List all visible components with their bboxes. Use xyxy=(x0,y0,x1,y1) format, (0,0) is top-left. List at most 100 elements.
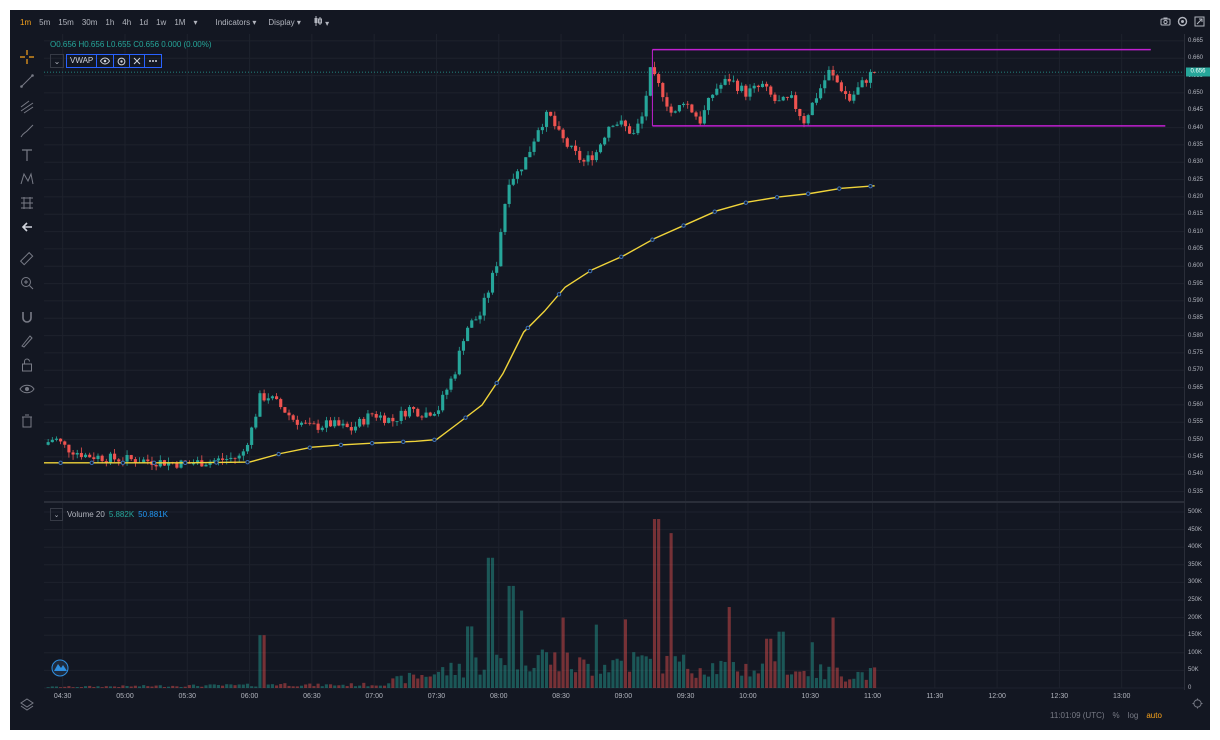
timeframe-1d[interactable]: 1d xyxy=(139,17,149,27)
candle-body xyxy=(358,418,362,427)
trash-icon[interactable] xyxy=(18,412,36,430)
candle-body xyxy=(544,111,549,127)
volume-bar xyxy=(561,617,565,688)
crosshair-icon[interactable] xyxy=(18,48,36,66)
volume-bar xyxy=(129,686,133,688)
volume-bar xyxy=(748,676,752,688)
timeframe-1w[interactable]: 1w xyxy=(156,17,167,27)
candle-body xyxy=(594,152,598,161)
candle-body xyxy=(59,438,63,442)
ruler-icon[interactable] xyxy=(18,250,36,268)
display-button[interactable]: Display ▾ xyxy=(268,17,301,27)
collapse-chevron-icon[interactable]: ⌄ xyxy=(50,54,64,68)
price-label: 0.555 xyxy=(1188,419,1204,426)
eye-icon[interactable] xyxy=(18,380,36,398)
volume-bar xyxy=(291,686,295,688)
price-label: 0.580 xyxy=(1188,332,1204,339)
volume-bar xyxy=(619,660,623,688)
volume-bar xyxy=(204,685,208,688)
text-tool-icon[interactable] xyxy=(18,146,36,164)
indicators-button[interactable]: Indicators ▾ xyxy=(215,17,257,27)
volume-bar xyxy=(79,687,83,688)
candle-body xyxy=(478,315,482,320)
percent-scale-toggle[interactable]: % xyxy=(1112,711,1120,720)
volume-bar xyxy=(553,652,557,688)
price-chart[interactable] xyxy=(44,34,1184,690)
candle-body xyxy=(299,422,304,425)
candle-body xyxy=(88,454,92,458)
candle-body xyxy=(486,292,490,298)
time-label: 05:00 xyxy=(116,693,134,700)
auto-scale-toggle[interactable]: auto xyxy=(1146,711,1162,720)
ohlc-close: C0.656 xyxy=(133,40,160,49)
time-label: 08:30 xyxy=(552,693,570,700)
lock-icon[interactable] xyxy=(18,356,36,374)
vwap-point xyxy=(681,223,686,228)
candle-body xyxy=(283,407,287,413)
volume-bar xyxy=(544,652,549,688)
brush-icon[interactable] xyxy=(18,122,36,140)
zoom-in-icon[interactable] xyxy=(18,274,36,292)
fullscreen-icon[interactable] xyxy=(1193,15,1206,28)
volume-bar xyxy=(507,585,511,688)
candle-body xyxy=(603,137,607,145)
volume-bar xyxy=(254,686,258,688)
volume-bar xyxy=(773,661,777,688)
log-scale-toggle[interactable]: log xyxy=(1127,711,1139,720)
candle-body xyxy=(100,455,104,462)
trend-line-icon[interactable] xyxy=(18,72,36,90)
candle-body xyxy=(63,441,67,445)
volume-bar xyxy=(694,677,698,688)
timeframe-15m[interactable]: 15m xyxy=(58,17,74,27)
close-icon[interactable] xyxy=(130,55,146,67)
candle-body xyxy=(781,96,785,101)
camera-icon[interactable] xyxy=(1159,15,1172,28)
price-axis[interactable]: 0.6650.6600.6550.6500.6450.6400.6350.630… xyxy=(1184,34,1210,709)
timeframe-5m[interactable]: 5m xyxy=(39,17,51,27)
volume-bar xyxy=(702,674,706,688)
price-label: 0.590 xyxy=(1188,297,1204,304)
timeframe-4h[interactable]: 4h xyxy=(122,17,132,27)
candle-body xyxy=(794,95,798,109)
time-label: 10:30 xyxy=(801,693,819,700)
vwap-point xyxy=(151,460,157,466)
scale-settings-icon[interactable] xyxy=(1192,696,1203,714)
pattern-tool-icon[interactable] xyxy=(18,170,36,188)
volume-bar xyxy=(752,670,756,688)
layers-icon[interactable] xyxy=(18,696,36,714)
time-label: 12:30 xyxy=(1050,693,1069,700)
volume-bar xyxy=(75,686,79,688)
volume-bar xyxy=(711,663,715,688)
time-label: 05:30 xyxy=(178,693,197,700)
magnet-icon[interactable] xyxy=(18,308,36,326)
time-axis[interactable]: 04:30 05:00 05:30 06:00 06:30 07:00 07:30 08:00… xyxy=(44,690,1184,708)
settings-icon[interactable] xyxy=(114,55,131,67)
arrow-left-icon[interactable] xyxy=(18,218,36,236)
eye-icon[interactable] xyxy=(97,55,115,67)
collapse-chevron-icon[interactable]: ⌄ xyxy=(50,508,63,521)
timeframe-dropdown-icon[interactable]: ▾ xyxy=(193,17,198,27)
volume-bar xyxy=(532,667,536,688)
candle-body xyxy=(719,84,723,89)
timeframe-1M[interactable]: 1M xyxy=(174,17,186,27)
candle-body xyxy=(75,452,79,455)
settings-icon[interactable] xyxy=(1176,15,1189,28)
ohlc-high: H0.656 xyxy=(78,40,105,49)
candle-body xyxy=(216,458,220,461)
timeframe-1m[interactable]: 1m xyxy=(20,17,32,27)
volume-bar xyxy=(503,665,507,688)
vwap-label[interactable]: VWAP xyxy=(67,55,98,67)
fib-tools-icon[interactable] xyxy=(18,98,36,116)
more-icon[interactable] xyxy=(145,55,161,67)
candle-type-button[interactable]: ▾ xyxy=(307,16,335,28)
prediction-tool-icon[interactable] xyxy=(18,194,36,212)
volume-bar xyxy=(59,687,63,688)
timeframe-1h[interactable]: 1h xyxy=(105,17,115,27)
candle-body xyxy=(191,463,196,465)
toolbar-right xyxy=(1159,15,1206,28)
timeframe-30m[interactable]: 30m xyxy=(81,17,98,27)
volume-bar xyxy=(740,675,744,688)
volume-scale-label: 300K xyxy=(1188,579,1203,586)
candle-body xyxy=(823,80,827,89)
stay-in-drawing-icon[interactable] xyxy=(18,332,36,350)
